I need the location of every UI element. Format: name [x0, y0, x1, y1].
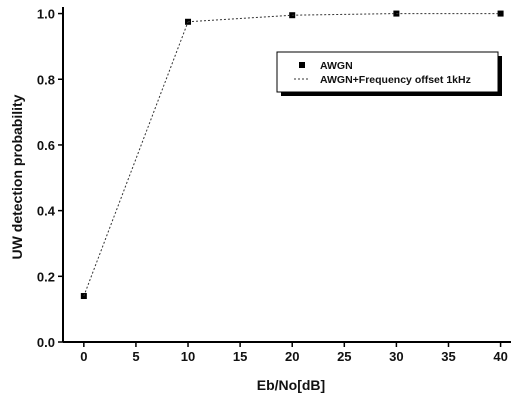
x-tick-label: 30: [389, 349, 403, 364]
legend-label: AWGN: [320, 60, 353, 72]
x-tick-label: 15: [233, 349, 247, 364]
series-line-segment: [292, 13, 397, 16]
y-tick-label: 0.4: [37, 204, 56, 219]
y-tick-label: 0.8: [37, 72, 55, 87]
x-tick-label: 25: [337, 349, 351, 364]
x-tick-label: 10: [181, 349, 195, 364]
series: [80, 10, 504, 300]
y-axis-title: UW detection probability: [9, 94, 25, 259]
x-tick-label: 35: [441, 349, 455, 364]
legend: AWGN AWGN+Frequency offset 1kHz: [276, 51, 502, 96]
y-tick-label: 0.2: [37, 269, 55, 284]
axes: [62, 7, 511, 343]
x-axis-title: Eb/No[dB]: [257, 377, 325, 393]
legend-label: AWGN+Frequency offset 1kHz: [320, 74, 471, 86]
x-tick-label: 40: [493, 349, 507, 364]
legend-marker: [299, 62, 305, 68]
y-tick-label: 0.0: [37, 335, 55, 350]
x-tick-label: 0: [80, 349, 87, 364]
series-line-segment: [83, 21, 189, 297]
series-line-segment: [187, 14, 293, 23]
legend-entries: AWGN AWGN+Frequency offset 1kHz: [294, 60, 471, 86]
y-tick-label: 1.0: [37, 7, 55, 22]
legend-box: [276, 51, 499, 93]
x-tick-label: 5: [132, 349, 139, 364]
x-tick-label: 20: [285, 349, 299, 364]
y-tick-label: 0.6: [37, 138, 55, 153]
ticks: 0 5 10 15 20 25 30 35 40 0.0 0.2 0.4 0.6 0.8 1.0: [37, 7, 508, 364]
